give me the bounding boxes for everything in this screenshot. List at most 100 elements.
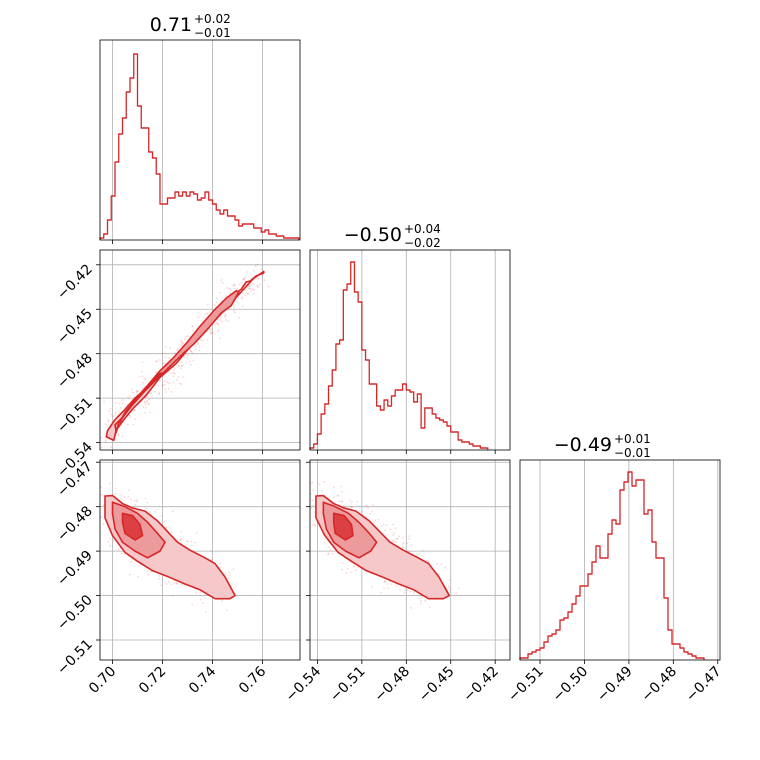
scatter-point bbox=[220, 320, 223, 323]
scatter-point bbox=[229, 289, 232, 292]
scatter-point bbox=[177, 349, 179, 351]
scatter-point bbox=[204, 611, 207, 613]
y-tick-label: −0.45 bbox=[54, 306, 96, 348]
hist-2-title-minus: −0.01 bbox=[614, 446, 651, 460]
scatter-point bbox=[247, 292, 249, 295]
scatter-point bbox=[348, 499, 351, 501]
scatter-point bbox=[380, 525, 383, 528]
scatter-point bbox=[180, 340, 183, 343]
scatter-point bbox=[234, 311, 236, 314]
hist-1-step-line bbox=[309, 261, 489, 450]
scatter-point bbox=[248, 285, 251, 288]
scatter-point bbox=[327, 546, 330, 549]
scatter-point bbox=[172, 375, 175, 378]
scatter-point bbox=[236, 288, 239, 290]
scatter-point bbox=[221, 599, 224, 602]
scatter-point bbox=[156, 360, 159, 363]
scatter-point bbox=[402, 546, 404, 549]
scatter-point bbox=[206, 312, 209, 315]
scatter-point bbox=[229, 574, 232, 577]
scatter-point bbox=[210, 558, 213, 561]
scatter-point bbox=[219, 337, 222, 340]
scatter-point bbox=[218, 329, 220, 331]
scatter-point bbox=[318, 483, 321, 486]
y-tick-label: −0.51 bbox=[54, 395, 96, 437]
scatter-point bbox=[197, 311, 200, 314]
scatter-point bbox=[168, 357, 170, 360]
scatter-point bbox=[174, 351, 177, 354]
scatter-point bbox=[158, 393, 160, 395]
contour-2-0-panel: 0.70 0.72 0.74 0.76−0.51−0.50−0.49−0.48−0.4… bbox=[54, 459, 301, 697]
scatter-point bbox=[123, 496, 126, 499]
scatter-point bbox=[233, 283, 236, 286]
scatter-point bbox=[168, 581, 170, 583]
scatter-point bbox=[251, 283, 254, 285]
scatter-point bbox=[242, 277, 245, 280]
scatter-point bbox=[136, 390, 139, 393]
scatter-point bbox=[254, 264, 257, 267]
scatter-point bbox=[371, 586, 374, 588]
scatter-point bbox=[134, 408, 136, 411]
scatter-point bbox=[179, 538, 182, 541]
scatter-point bbox=[154, 390, 156, 393]
scatter-point bbox=[155, 360, 157, 363]
scatter-point bbox=[353, 565, 355, 568]
hist-1-title-plus: +0.04 bbox=[404, 222, 441, 236]
scatter-point bbox=[323, 480, 326, 483]
scatter-point bbox=[172, 369, 175, 371]
x-tick-label: −0.54 bbox=[283, 663, 325, 705]
scatter-point bbox=[192, 329, 195, 332]
scatter-point bbox=[178, 382, 181, 385]
scatter-point bbox=[90, 500, 92, 502]
scatter-point bbox=[444, 566, 447, 569]
hist-2-step-line bbox=[519, 471, 705, 660]
scatter-point bbox=[424, 600, 426, 603]
scatter-point bbox=[258, 283, 261, 286]
scatter-point bbox=[160, 515, 163, 518]
scatter-point bbox=[181, 361, 184, 364]
scatter-point bbox=[257, 277, 260, 280]
scatter-point bbox=[210, 333, 213, 335]
scatter-point bbox=[244, 294, 247, 297]
scatter-point bbox=[408, 535, 411, 538]
scatter-point bbox=[215, 322, 218, 325]
scatter-point bbox=[379, 592, 382, 594]
scatter-point bbox=[243, 278, 246, 281]
scatter-point bbox=[158, 392, 161, 394]
scatter-point bbox=[449, 589, 452, 592]
scatter-point bbox=[156, 508, 159, 511]
x-tick-label: 0.76 bbox=[236, 663, 269, 696]
x-tick-label: 0.74 bbox=[186, 663, 219, 696]
scatter-point bbox=[455, 592, 458, 595]
scatter-point bbox=[382, 523, 385, 526]
scatter-point bbox=[236, 301, 239, 303]
scatter-point bbox=[312, 504, 315, 507]
scatter-point bbox=[165, 391, 168, 393]
scatter-point bbox=[396, 538, 398, 541]
scatter-point bbox=[220, 279, 223, 281]
x-tick-label: −0.47 bbox=[683, 664, 725, 706]
scatter-point bbox=[416, 553, 419, 556]
scatter-point bbox=[114, 401, 117, 404]
scatter-point bbox=[165, 583, 168, 585]
scatter-point bbox=[148, 402, 151, 405]
scatter-point bbox=[408, 537, 411, 540]
scatter-point bbox=[219, 316, 222, 319]
scatter-point bbox=[180, 367, 182, 370]
scatter-point bbox=[386, 582, 389, 585]
scatter-point bbox=[147, 573, 150, 576]
scatter-point bbox=[120, 494, 123, 497]
scatter-point bbox=[224, 573, 227, 576]
scatter-point bbox=[447, 584, 450, 587]
scatter-point bbox=[114, 493, 117, 495]
scatter-point bbox=[164, 356, 167, 359]
x-tick-label: −0.51 bbox=[327, 664, 369, 706]
scatter-point bbox=[337, 494, 340, 497]
scatter-point bbox=[219, 562, 222, 565]
scatter-point bbox=[133, 409, 136, 412]
scatter-point bbox=[136, 499, 138, 501]
scatter-point bbox=[133, 499, 136, 502]
scatter-point bbox=[224, 314, 227, 317]
scatter-point bbox=[314, 524, 316, 527]
contour-2-0-frame bbox=[99, 459, 301, 661]
